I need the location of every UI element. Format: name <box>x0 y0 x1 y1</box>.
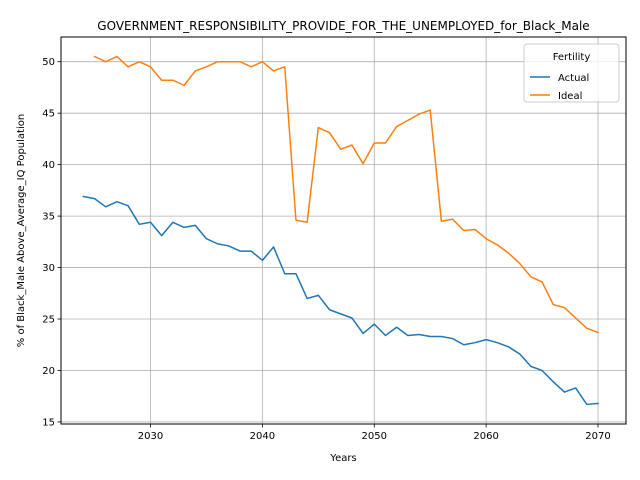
x-tick-label: 2040 <box>250 431 275 442</box>
y-tick-label: 45 <box>42 109 55 120</box>
x-tick-label: 2050 <box>362 431 387 442</box>
legend-label-ideal: Ideal <box>558 91 582 102</box>
plot-area-frame <box>60 36 627 425</box>
x-tick-label: 2070 <box>585 431 610 442</box>
y-axis-label: % of Black_Male Above_Average_IQ Populat… <box>16 114 27 347</box>
legend: Fertility Actual Ideal <box>523 43 620 103</box>
x-axis-ticks: 2030 2040 2050 2060 2070 <box>138 424 611 442</box>
y-tick-label: 25 <box>42 315 55 326</box>
x-tick-label: 2030 <box>138 431 163 442</box>
x-tick-label: 2060 <box>473 431 498 442</box>
x-axis-label: Years <box>329 453 356 464</box>
y-tick-label: 40 <box>42 160 55 171</box>
series-lines <box>82 55 599 406</box>
series-line-actual <box>82 195 599 406</box>
legend-items: Actual Ideal <box>530 73 589 102</box>
y-tick-label: 50 <box>42 57 55 68</box>
legend-label-actual: Actual <box>558 73 589 84</box>
y-tick-label: 15 <box>42 417 55 428</box>
chart-title: GOVERNMENT_RESPONSIBILITY_PROVIDE_FOR_TH… <box>97 19 589 33</box>
y-tick-label: 20 <box>42 366 55 377</box>
legend-title: Fertility <box>553 52 591 63</box>
y-tick-label: 30 <box>42 263 55 274</box>
y-axis-ticks: 15 20 25 30 35 40 45 50 <box>42 57 61 428</box>
y-tick-label: 35 <box>42 212 55 223</box>
series-line-ideal <box>93 55 599 334</box>
legend-box <box>523 43 620 103</box>
